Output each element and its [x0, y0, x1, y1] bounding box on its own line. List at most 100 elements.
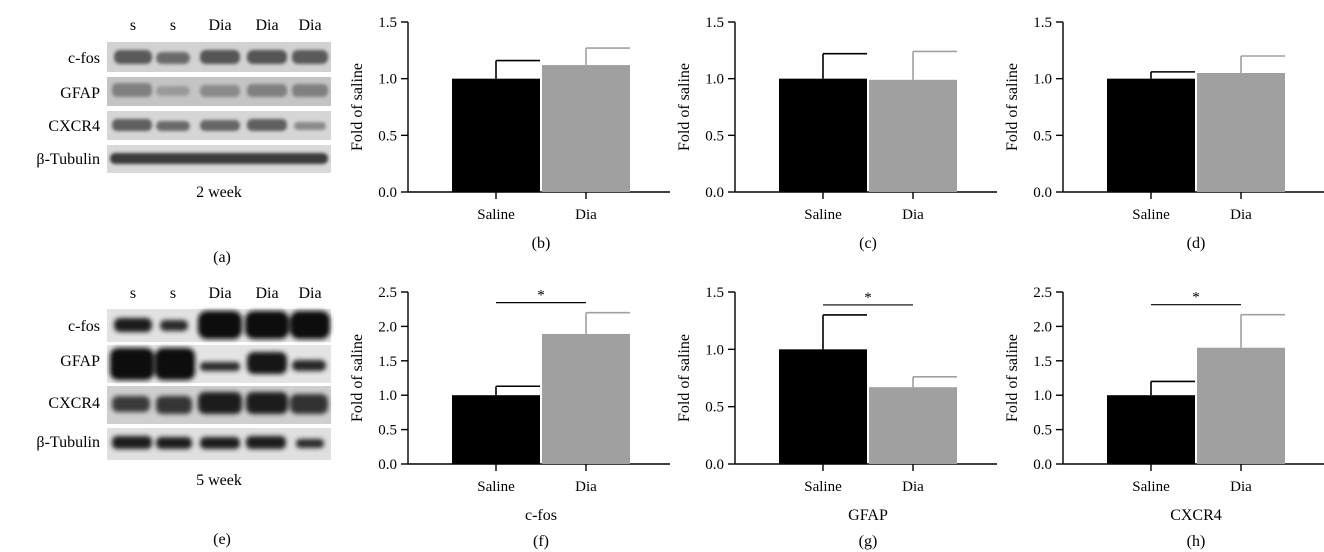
blot-e-lane-3: Dia: [208, 285, 231, 302]
y-tick-label: 1.0: [1033, 72, 1052, 88]
blot-e-band-gfap-4: [247, 352, 287, 374]
x-tick-label: Dia: [575, 207, 597, 223]
y-axis-label: Fold of saline: [1004, 334, 1021, 422]
significance-star: *: [1192, 290, 1200, 306]
blot-e-band-cfos-3: [198, 311, 242, 339]
chart-b: 0.0 0.5 1.0 1.5 Saline Dia Fold of saline (b): [349, 15, 670, 252]
x-axis-label: CXCR4: [1170, 507, 1222, 524]
blot-a-band-cxcr4-5: [294, 122, 326, 130]
blot-a-lane-4: Dia: [255, 17, 278, 34]
y-tick-label: 0.0: [1033, 185, 1052, 201]
blot-a-row-label-4: β-Tubulin: [36, 151, 100, 168]
y-tick-label: 1.5: [378, 354, 397, 370]
blot-e-band-cxcr4-1: [112, 396, 150, 412]
y-axis-label: Fold of saline: [349, 63, 366, 151]
panel-letter: (h): [1187, 533, 1206, 550]
blot-e-lane-2: s: [170, 285, 176, 302]
panel-letter-a: (a): [213, 249, 231, 266]
blot-a-band-cfos-4: [247, 50, 287, 64]
blot-a-lane-5: Dia: [298, 17, 321, 34]
blot-a-lane-2: s: [170, 17, 176, 34]
y-tick-label: 0.0: [705, 185, 724, 201]
x-tick-label: Dia: [1230, 479, 1252, 495]
blot-e-band-cxcr4-2: [156, 396, 192, 414]
blot-e-band-tubulin-2: [156, 437, 192, 449]
blot-a-band-cxcr4-2: [156, 121, 190, 131]
blot-e-row-label-3: CXCR4: [48, 395, 100, 412]
y-tick-label: 1.5: [705, 15, 724, 31]
blot-e-caption: 5 week: [196, 472, 242, 489]
blot-e-band-gfap-2: [155, 348, 195, 380]
y-tick-label: 2.5: [1033, 285, 1052, 301]
significance-star: *: [537, 288, 545, 304]
blot-a-lane-1: s: [130, 17, 136, 34]
blot-a-band-cfos-2: [156, 52, 190, 64]
blot-a-band-cfos-3: [200, 50, 240, 64]
blot-e-band-gfap-5: [292, 360, 326, 371]
blot-e-band-tubulin-3: [200, 437, 240, 449]
bar-saline: [452, 395, 540, 464]
bar-saline: [1107, 78, 1195, 192]
chart-g: 0.0 0.5 1.0 1.5 Saline Dia * Fold of saline GFAP…: [676, 285, 997, 550]
bar-saline: [452, 78, 540, 192]
x-axis-label: GFAP: [848, 507, 888, 524]
y-tick-label: 0.5: [378, 128, 397, 144]
blot-e-band-cxcr4-3: [198, 392, 242, 414]
blot-e-lane-4: Dia: [255, 285, 278, 302]
y-tick-label: 1.5: [1033, 354, 1052, 370]
y-tick-label: 1.0: [705, 342, 724, 358]
blot-e-lane-5: Dia: [298, 285, 321, 302]
blot-panel-e: s s Dia Dia Dia c-fos GFAP CXCR4 β-Tubul…: [36, 285, 331, 548]
y-tick-label: 1.5: [705, 285, 724, 301]
x-tick-label: Dia: [575, 479, 597, 495]
y-tick-label: 0.5: [705, 400, 724, 416]
panel-letter-e: (e): [213, 531, 231, 548]
blot-a-row-label-1: c-fos: [68, 50, 100, 67]
blot-a-band-gfap-5: [292, 84, 328, 97]
y-tick-label: 0.0: [705, 457, 724, 473]
blot-a-band-cxcr4-3: [200, 120, 240, 131]
y-tick-label: 0.5: [378, 423, 397, 439]
y-tick-label: 1.0: [378, 388, 397, 404]
bar-saline: [779, 78, 867, 192]
x-tick-label: Saline: [804, 207, 842, 223]
bar-dia: [1197, 73, 1285, 192]
y-tick-label: 2.0: [378, 319, 397, 335]
x-tick-label: Saline: [804, 479, 842, 495]
blot-e-band-tubulin-1: [112, 436, 152, 449]
blot-panel-a: s s Dia Dia Dia c-fos GFAP CXCR4 β-Tubul…: [36, 17, 331, 266]
y-tick-label: 0.5: [1033, 423, 1052, 439]
blot-e-band-gfap-1: [110, 348, 154, 380]
x-tick-label: Saline: [477, 207, 515, 223]
y-tick-label: 2.5: [378, 285, 397, 301]
y-tick-label: 1.0: [705, 72, 724, 88]
blot-e-band-cfos-4: [245, 311, 289, 339]
blot-a-band-gfap-4: [247, 84, 287, 97]
y-axis-label: Fold of saline: [676, 334, 693, 422]
blot-a-band-gfap-2: [156, 86, 190, 96]
bar-dia: [542, 333, 630, 464]
blot-e-band-cfos-5: [290, 311, 330, 339]
blot-e-band-cxcr4-4: [246, 392, 288, 414]
x-axis-label: c-fos: [525, 507, 557, 524]
blot-a-band-cxcr4-1: [112, 119, 152, 131]
blot-a-row-label-3: CXCR4: [48, 118, 100, 135]
bar-dia: [869, 79, 957, 192]
blot-e-row-label-1: c-fos: [68, 318, 100, 335]
y-tick-label: 1.0: [1033, 388, 1052, 404]
panel-letter: (d): [1187, 235, 1206, 252]
bar-dia: [869, 387, 957, 464]
blot-a-band-cxcr4-4: [247, 119, 287, 131]
blot-a-band-tubulin: [110, 153, 328, 164]
x-tick-label: Dia: [902, 207, 924, 223]
y-tick-label: 0.0: [378, 185, 397, 201]
y-tick-label: 1.5: [378, 15, 397, 31]
y-tick-label: 1.5: [1033, 15, 1052, 31]
significance-star: *: [864, 290, 872, 306]
y-axis-label: Fold of saline: [676, 63, 693, 151]
chart-f: 0.0 0.5 1.0 1.5 2.0 2.5 Saline Dia * Fold of sali…: [349, 285, 670, 550]
blot-a-lane-3: Dia: [208, 17, 231, 34]
bar-saline: [1107, 395, 1195, 464]
